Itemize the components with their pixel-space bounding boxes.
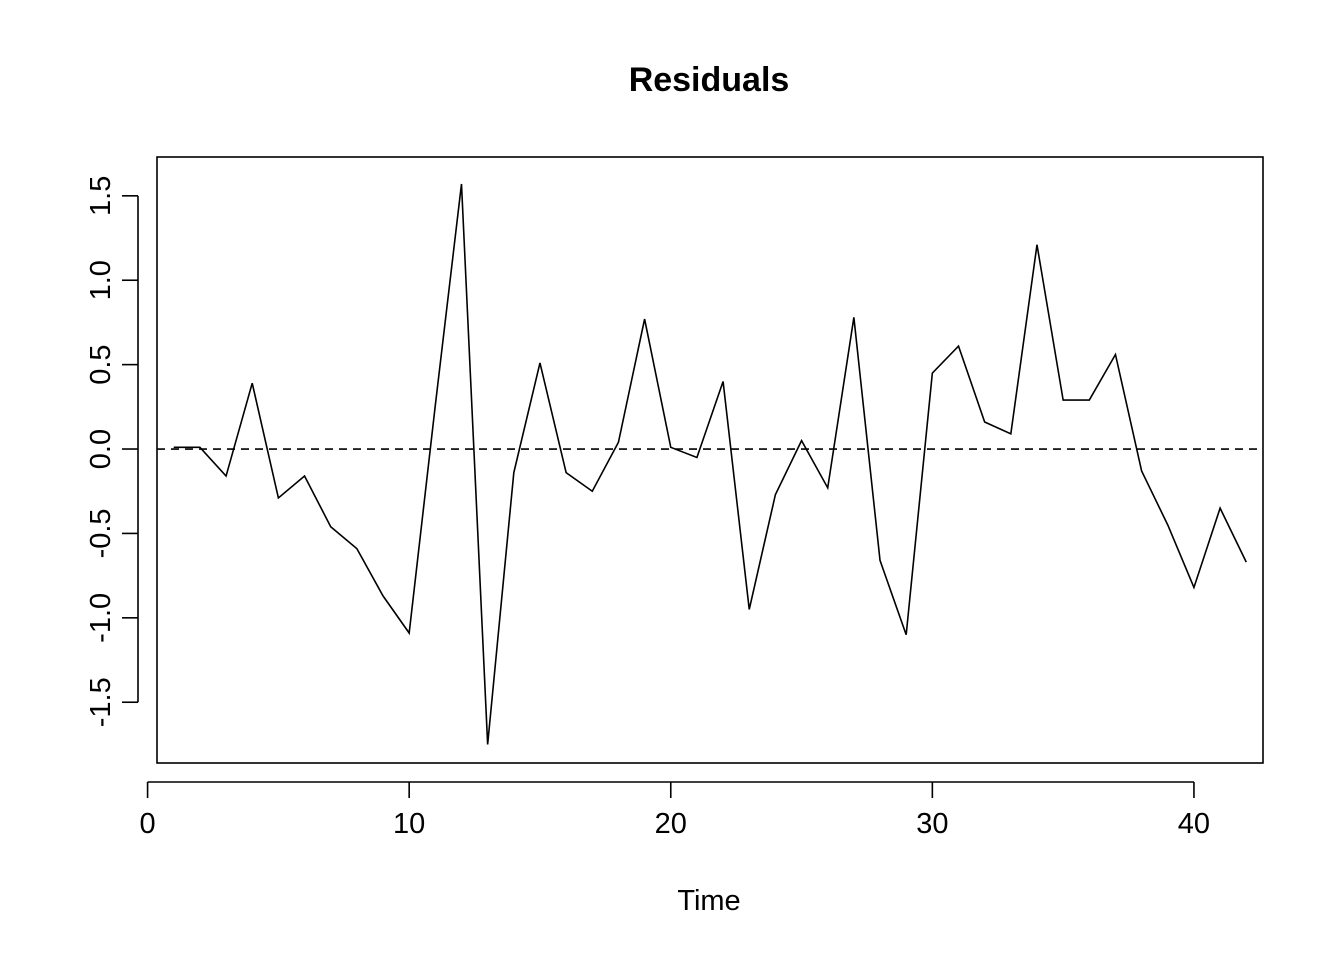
y-axis: -1.5 -1.0 -0.5 0.0 0.5 1.0 1.5 — [85, 176, 139, 727]
x-tick-label: 20 — [655, 808, 687, 840]
x-axis-label: Time — [677, 885, 740, 917]
y-tick-label: 1.0 — [85, 260, 117, 300]
x-tick-label: 30 — [916, 808, 948, 840]
chart-title: Residuals — [629, 61, 790, 99]
y-tick-label: 1.5 — [85, 176, 117, 216]
plot-frame — [156, 156, 1264, 764]
x-axis: 0 10 20 30 40 — [140, 781, 1210, 840]
x-tick-label: 40 — [1178, 808, 1210, 840]
y-tick-label: -1.5 — [85, 677, 117, 727]
x-tick-label: 10 — [393, 808, 425, 840]
y-tick-label: -1.0 — [85, 593, 117, 643]
residual-series-line — [173, 183, 1247, 745]
y-tick-label: 0.5 — [85, 344, 117, 384]
y-tick-label: -0.5 — [85, 508, 117, 558]
x-tick-label: 0 — [140, 808, 156, 840]
y-tick-label: 0.0 — [85, 429, 117, 469]
